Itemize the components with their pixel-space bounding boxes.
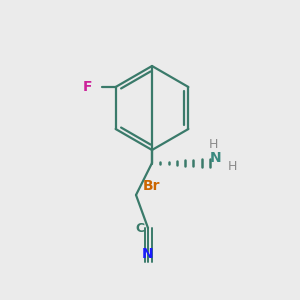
Text: F: F	[83, 80, 92, 94]
Text: Br: Br	[143, 179, 161, 193]
Text: H: H	[208, 139, 218, 152]
Text: N: N	[142, 247, 154, 261]
Text: N: N	[210, 151, 222, 165]
Text: H: H	[227, 160, 237, 172]
Text: C: C	[135, 221, 145, 235]
